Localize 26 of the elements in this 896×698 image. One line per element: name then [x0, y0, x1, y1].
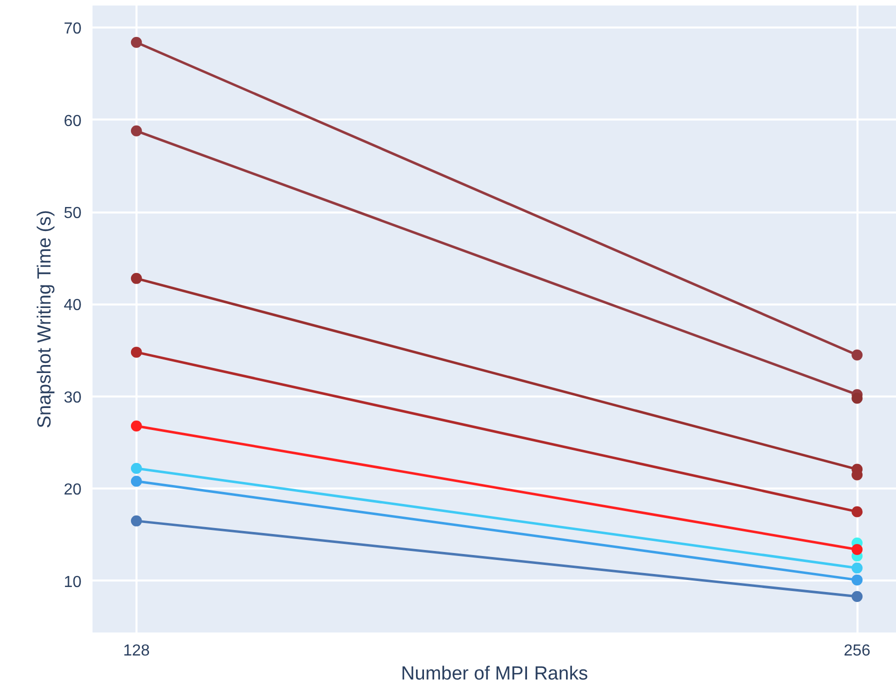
point — [852, 562, 863, 574]
point — [852, 591, 863, 602]
point — [130, 125, 142, 136]
point — [852, 349, 863, 360]
x-tick-label: 128 — [123, 642, 150, 660]
point — [852, 392, 863, 404]
x-tick-label: 256 — [844, 642, 871, 660]
y-tick-label: 60 — [64, 112, 82, 130]
y-tick-label: 70 — [64, 20, 82, 38]
y-tick-label: 20 — [64, 482, 82, 499]
y-tick-label: 10 — [64, 574, 82, 591]
point — [852, 574, 863, 586]
point — [130, 272, 142, 284]
point — [852, 506, 863, 518]
x-axis-title: Number of MPI Ranks — [401, 664, 588, 684]
y-tick-label: 30 — [64, 389, 82, 406]
point — [852, 544, 863, 556]
point — [130, 36, 142, 48]
point — [130, 346, 142, 358]
point — [130, 462, 142, 474]
y-tick-label: 50 — [64, 205, 82, 222]
point — [130, 515, 142, 526]
point — [130, 476, 142, 487]
point — [130, 420, 142, 432]
y-axis-title: Snapshot Writing Time (s) — [34, 210, 56, 428]
y-tick-label: 40 — [64, 297, 82, 314]
